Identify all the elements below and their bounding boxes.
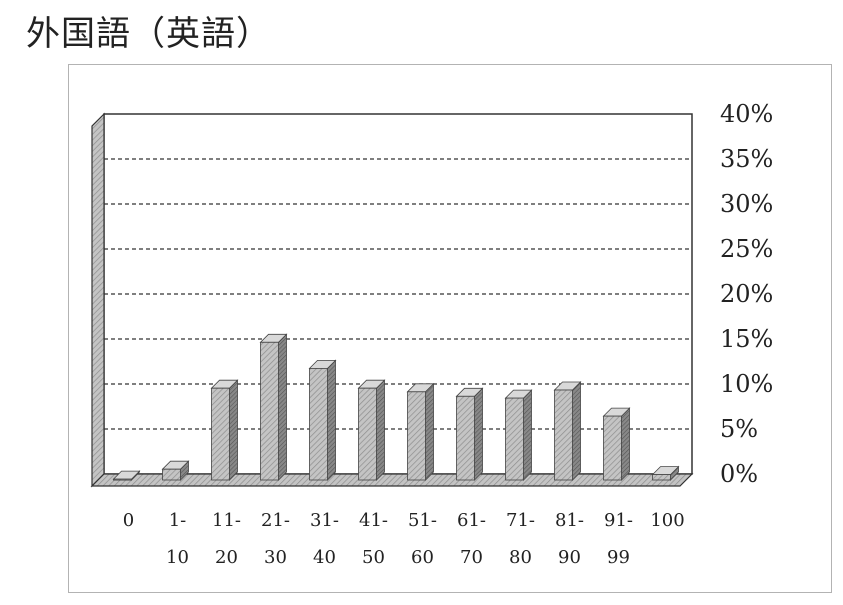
x-tick-label: 1- xyxy=(169,510,187,531)
x-tick-label-line2: 50 xyxy=(362,547,385,568)
x-tick-label-line2: 30 xyxy=(264,547,287,568)
bar xyxy=(651,465,680,481)
chart-title: 外国語（英語） xyxy=(26,14,271,54)
bar-front xyxy=(309,367,328,481)
bar xyxy=(161,460,190,481)
bar xyxy=(553,381,582,481)
bar-front xyxy=(456,395,475,481)
bar xyxy=(308,359,337,481)
bar xyxy=(357,379,386,481)
y-tick-label: 5% xyxy=(720,415,758,443)
y-tick-label: 25% xyxy=(720,235,773,263)
x-tick-label: 41- xyxy=(359,510,388,531)
x-tick-label: 21- xyxy=(261,510,290,531)
x-tick-label-line2: 10 xyxy=(166,547,189,568)
bar xyxy=(259,333,288,481)
bar-front xyxy=(358,387,377,481)
bar-front xyxy=(260,341,279,481)
bar-front xyxy=(407,391,426,481)
x-tick-label: 0 xyxy=(123,510,134,531)
bar-front xyxy=(162,468,181,481)
bar xyxy=(112,470,141,481)
x-tick-label-line2: 99 xyxy=(607,547,630,568)
bar-side xyxy=(474,387,483,481)
x-tick-label-line2: 20 xyxy=(215,547,238,568)
y-tick-label: 35% xyxy=(720,145,773,173)
bar-side xyxy=(425,382,434,481)
plot-floor xyxy=(90,473,694,487)
bar xyxy=(602,407,631,481)
bar-side xyxy=(376,379,385,481)
bar-front xyxy=(211,387,230,481)
bar-side xyxy=(229,379,238,481)
bar-front xyxy=(603,415,622,481)
bar xyxy=(504,389,533,481)
bar-front xyxy=(505,397,524,481)
y-tick-label: 40% xyxy=(720,100,773,128)
x-tick-label: 81- xyxy=(555,510,584,531)
y-tick-label: 30% xyxy=(720,190,773,218)
bar-front xyxy=(652,474,671,481)
x-tick-label: 71- xyxy=(506,510,535,531)
x-tick-label: 31- xyxy=(310,510,339,531)
bar xyxy=(406,382,435,481)
x-tick-label: 11- xyxy=(212,510,241,531)
x-tick-label-line2: 70 xyxy=(460,547,483,568)
x-tick-label-line2: 40 xyxy=(313,547,336,568)
y-tick-label: 15% xyxy=(720,325,773,353)
x-tick-label: 100 xyxy=(650,510,684,531)
bar xyxy=(455,387,484,481)
bar-side xyxy=(278,333,287,481)
plot-side-wall xyxy=(91,112,105,488)
bar xyxy=(210,379,239,481)
x-tick-label: 91- xyxy=(604,510,633,531)
bar-side xyxy=(523,389,532,481)
x-tick-label: 61- xyxy=(457,510,486,531)
bar-side xyxy=(621,407,630,481)
x-tick-label-line2: 80 xyxy=(509,547,532,568)
y-tick-label: 20% xyxy=(720,280,773,308)
x-tick-label-line2: 90 xyxy=(558,547,581,568)
y-tick-label: 0% xyxy=(720,460,758,488)
x-tick-label: 51- xyxy=(408,510,437,531)
bar-side xyxy=(327,359,336,481)
bar-front xyxy=(113,478,132,481)
bar-side xyxy=(572,381,581,481)
y-tick-label: 10% xyxy=(720,370,773,398)
x-tick-label-line2: 60 xyxy=(411,547,434,568)
bar-front xyxy=(554,389,573,481)
